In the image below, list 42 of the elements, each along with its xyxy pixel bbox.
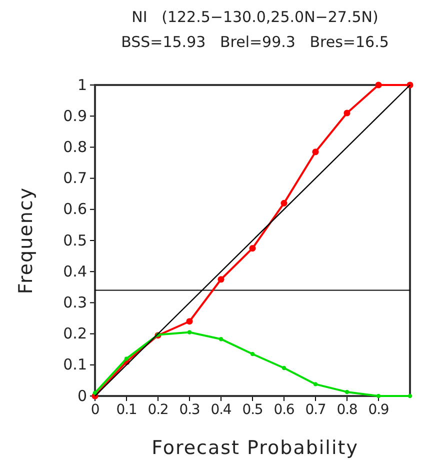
- y-tick-label: 0.8: [63, 138, 87, 156]
- point: [312, 148, 319, 156]
- y-tick-label: 0.2: [63, 324, 87, 343]
- x-tick-label: 0.9: [368, 402, 389, 418]
- point: [218, 276, 224, 283]
- point: [282, 366, 286, 370]
- point: [124, 356, 129, 361]
- x-tick-label: 0.5: [242, 402, 263, 418]
- y-tick-label: 0.4: [63, 262, 87, 280]
- point: [186, 318, 193, 325]
- x-tick-label: 0.1: [116, 402, 137, 418]
- x-tick-label: 0.6: [274, 402, 295, 418]
- y-axis-title: Frequency: [15, 186, 37, 294]
- point: [218, 336, 224, 342]
- y-tick-label: 0.7: [63, 169, 87, 188]
- point: [280, 200, 288, 206]
- x-axis-title: Forecast Probability: [152, 437, 358, 459]
- x-tick-label: 0.4: [210, 402, 232, 418]
- point: [313, 382, 318, 386]
- point: [344, 110, 350, 116]
- y-tick-label: 0.1: [63, 356, 87, 374]
- point: [250, 352, 255, 356]
- y-tick-label: 0.5: [63, 231, 87, 250]
- x-tick-label: 0.8: [336, 402, 358, 418]
- x-tick-label: 0.7: [305, 402, 326, 418]
- point: [249, 244, 256, 252]
- chart-title: NI (122.5−130.0,25.0N−27.5N): [132, 8, 378, 26]
- x-tick-label: 0.2: [148, 402, 168, 418]
- y-tick-label: 0: [77, 386, 87, 405]
- x-tick-label: 0: [90, 402, 100, 418]
- point: [187, 330, 192, 334]
- point: [375, 82, 382, 88]
- y-tick-label: 0.3: [63, 294, 87, 312]
- x-tick-label: 0.3: [179, 402, 200, 418]
- y-tick-label: 1: [77, 76, 87, 94]
- point: [344, 390, 350, 394]
- point: [408, 394, 412, 398]
- y-tick-label: 0.6: [63, 200, 87, 218]
- y-tick-label: 0.9: [63, 106, 87, 125]
- point: [376, 394, 381, 398]
- chart-subtitle: BSS=15.93 Brel=99.3 Bres=16.5: [121, 33, 389, 51]
- point: [92, 390, 98, 395]
